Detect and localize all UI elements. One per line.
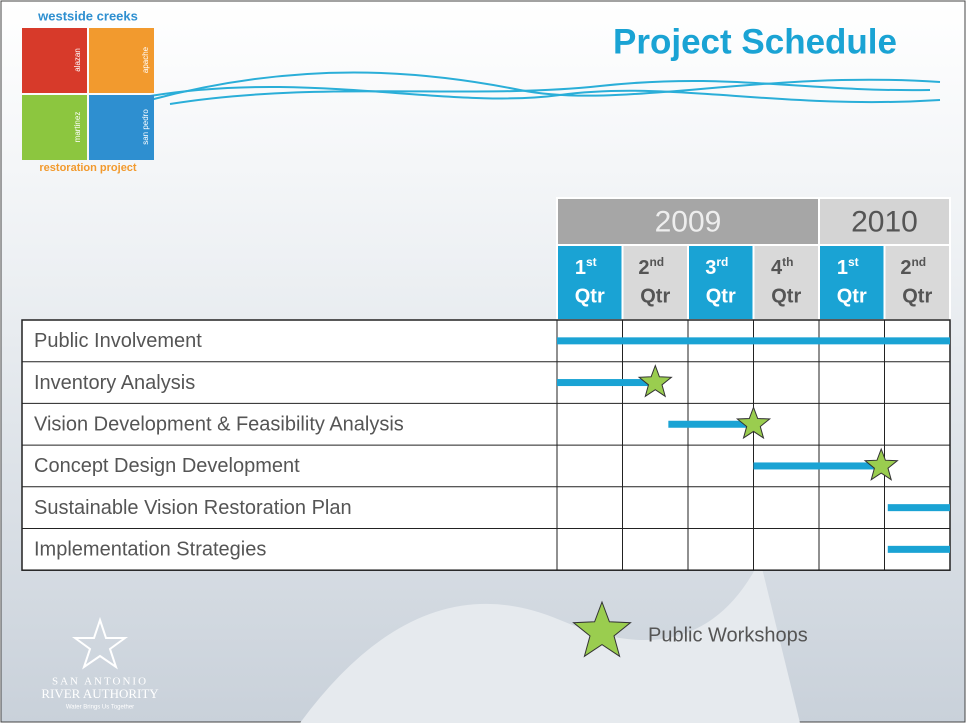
quarter-ordinal: 2 <box>638 257 649 279</box>
quarter-label: Qtr <box>640 285 670 307</box>
wave-lines <box>149 71 941 105</box>
quarter-cell <box>556 244 624 321</box>
org-line: SAN ANTONIO <box>52 676 148 688</box>
quarter-number: 3rd <box>705 255 728 279</box>
quarter-suffix: nd <box>649 255 664 269</box>
logo-title: westside creeks <box>37 8 138 23</box>
quarter-number: 2nd <box>900 255 926 279</box>
quarter-suffix: st <box>848 255 859 269</box>
task-bar <box>668 420 754 428</box>
quarter-suffix: st <box>586 255 597 269</box>
quarter-ordinal: 4 <box>771 257 783 279</box>
quarter-label: Qtr <box>771 285 801 307</box>
legend-star <box>572 600 632 658</box>
quarter-number: 1st <box>575 255 597 279</box>
quarter-label: Qtr <box>902 285 932 307</box>
quarter-number: 1st <box>837 255 859 279</box>
tagline: Water Brings Us Together <box>66 705 134 711</box>
task-bar <box>753 462 882 470</box>
milestone-star <box>863 447 899 481</box>
quarter-ordinal: 1 <box>575 257 586 279</box>
legend: Public Workshops <box>648 624 808 646</box>
quarter-number: 2nd <box>638 255 664 279</box>
quarter-cell <box>883 244 951 321</box>
task-name: Inventory Analysis <box>34 372 195 394</box>
year-cell <box>556 197 820 246</box>
org-line: RIVER AUTHORITY <box>41 686 159 701</box>
logo: westside creeks restoration project alaz… <box>22 8 154 174</box>
logo-word: martinez <box>73 112 82 143</box>
quarter-ordinal: 3 <box>705 257 716 279</box>
year-label: 2010 <box>851 205 918 238</box>
task-bar <box>557 379 656 387</box>
task-bar <box>557 337 950 345</box>
slide-title: Project Schedule <box>613 22 897 61</box>
year-label: 2009 <box>655 205 722 238</box>
task-name: Sustainable Vision Restoration Plan <box>34 497 352 519</box>
quarter-cell <box>818 244 886 321</box>
quarter-number: 4th <box>771 255 793 279</box>
quarter-ordinal: 2 <box>900 257 911 279</box>
quarter-label: Qtr <box>837 285 867 307</box>
year-cell <box>818 197 951 246</box>
logo-subtitle: restoration project <box>39 162 137 174</box>
footer-logo: SAN ANTONIO RIVER AUTHORITY Water Brings… <box>41 616 159 711</box>
quarter-suffix: rd <box>716 255 728 269</box>
logo-word: san pedro <box>141 109 150 145</box>
quarter-ordinal: 1 <box>837 257 848 279</box>
logo-word: alazan <box>73 48 82 72</box>
quarter-suffix: nd <box>911 255 926 269</box>
logo-word: apache <box>141 46 150 73</box>
quarter-cell <box>687 244 755 321</box>
quarter-label: Qtr <box>706 285 736 307</box>
task-bar <box>887 545 950 553</box>
task-name: Implementation Strategies <box>34 539 266 561</box>
task-name: Public Involvement <box>34 330 202 352</box>
milestone-star <box>637 364 673 398</box>
legend-label: Public Workshops <box>648 624 808 646</box>
quarter-label: Qtr <box>575 285 605 307</box>
task-bar <box>887 504 950 512</box>
quarter-suffix: th <box>782 255 793 269</box>
task-name: Vision Development & Feasibility Analysi… <box>34 414 404 436</box>
task-name: Concept Design Development <box>34 455 300 477</box>
watermark <box>300 560 800 723</box>
milestone-star <box>735 405 772 440</box>
